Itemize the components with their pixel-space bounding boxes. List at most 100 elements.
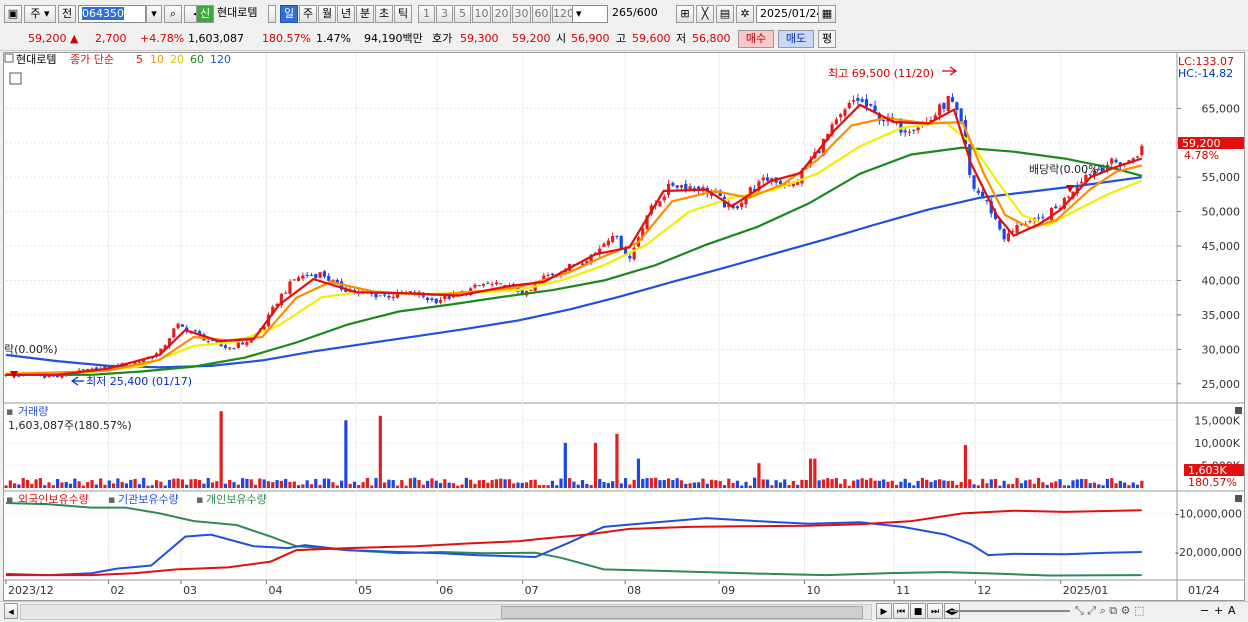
period-tab-3[interactable]: 년	[337, 5, 355, 23]
low-arrow-icon	[70, 376, 84, 386]
calendar-icon[interactable]: ▦	[818, 5, 836, 23]
candle-body	[1006, 233, 1011, 242]
candle-body	[959, 108, 963, 123]
candle-body	[985, 200, 989, 202]
volume-bar	[1105, 478, 1110, 488]
candle-body	[744, 195, 748, 205]
grid-settings-icon[interactable]: ⊞	[676, 5, 694, 23]
draw-tool-icon[interactable]: ╳	[696, 5, 714, 23]
horizontal-scrollbar[interactable]	[20, 604, 872, 620]
layout-icon[interactable]: ▣	[4, 5, 22, 23]
new-badge: 신	[196, 5, 214, 23]
stock-name: 현대로템	[214, 5, 276, 23]
candle-body	[808, 159, 813, 165]
month-label: 05	[358, 584, 372, 597]
candle-body	[1114, 159, 1118, 163]
volume-bar	[611, 481, 615, 488]
prev-button[interactable]: 전	[58, 5, 76, 23]
period-tab-1[interactable]: 주	[299, 5, 317, 23]
save-icon[interactable]: ▤	[716, 5, 734, 23]
volume-bar	[692, 482, 696, 488]
playback-button-3[interactable]: ⏭	[927, 603, 943, 619]
volume-bar	[912, 485, 916, 488]
zoom-button-1[interactable]: +	[1214, 604, 1224, 617]
count-tab-30[interactable]: 30	[512, 5, 531, 23]
period-tab-4[interactable]: 분	[356, 5, 374, 23]
legend-ma-type: 종가 단순	[70, 53, 114, 66]
count-tab-5[interactable]: 5	[454, 5, 471, 23]
candle-body	[206, 341, 210, 343]
scroll-thumb[interactable]	[501, 606, 863, 619]
candle-body	[843, 109, 847, 116]
count-tab-10[interactable]: 10	[472, 5, 491, 23]
candle-body	[292, 279, 296, 281]
volume-bar	[568, 478, 572, 488]
candle-body	[241, 342, 245, 345]
volume-bar	[176, 478, 180, 488]
search-icon[interactable]: ⌕	[164, 5, 182, 23]
volume-bar	[296, 485, 301, 488]
playback-button-0[interactable]: ▶	[876, 603, 892, 619]
volume-bar	[821, 479, 826, 488]
volume-bar	[94, 484, 98, 488]
code-input[interactable]: 064350	[78, 5, 146, 23]
volume-bar	[800, 479, 804, 488]
count-tab-60[interactable]: 60	[532, 5, 551, 23]
count-tab-120[interactable]: 120	[552, 5, 574, 23]
ma10-line	[5, 116, 1143, 376]
name-dropdown-icon[interactable]	[268, 5, 276, 23]
volume-bar	[1101, 485, 1105, 488]
month-label: 2025/01	[1063, 584, 1109, 597]
candle-body	[580, 263, 585, 266]
table-icon[interactable]	[9, 72, 22, 85]
date-input[interactable]: 2025/01/24	[756, 5, 826, 23]
candle-body	[1054, 206, 1058, 209]
display-count[interactable]: 265/600	[612, 5, 672, 23]
volume-bar	[585, 483, 589, 488]
period-tab-2[interactable]: 월	[318, 5, 336, 23]
playback-button-1[interactable]: ⏮	[893, 603, 909, 619]
chart-area[interactable]: 25,000 30,000 35,000 40,000 45,000 50,000 55,0…	[3, 52, 1245, 601]
candle-body	[623, 248, 628, 256]
volume-bar	[8, 480, 12, 488]
price-tick-label: 55,000	[1202, 171, 1241, 184]
count-tab-20[interactable]: 20	[492, 5, 511, 23]
tool-icons[interactable]: ⤡ ⤢ ⌕ ⧉ ⚙ ⬚	[1075, 604, 1145, 617]
volume-bar	[864, 479, 869, 488]
playback-button-2[interactable]: ■	[910, 603, 926, 619]
volume-bar	[185, 484, 189, 488]
period-select[interactable]: 주 ▾	[24, 5, 56, 23]
low-price: 56,800	[692, 32, 731, 45]
zoom-button-2[interactable]: A	[1228, 604, 1236, 617]
period-tab-0[interactable]: 일	[280, 5, 298, 23]
zoom-slider[interactable]	[950, 610, 1070, 612]
volume-bar	[421, 484, 425, 488]
sell-button[interactable]: 매도	[778, 30, 814, 48]
holdings-close-icon[interactable]	[1235, 495, 1242, 502]
buy-button[interactable]: 매수	[738, 30, 774, 48]
count-dropdown[interactable]: ▾	[572, 5, 608, 23]
candle-body	[933, 115, 937, 120]
volume-bar	[1080, 479, 1084, 488]
volume-bar	[877, 480, 881, 488]
period-tab-5[interactable]: 초	[375, 5, 393, 23]
scroll-left-button[interactable]: ◂	[4, 603, 18, 619]
volume-bar	[1032, 483, 1036, 488]
legend-box-icon[interactable]	[4, 53, 14, 63]
holdings-individual-label: 개인보유수량	[206, 493, 267, 506]
volume-legend: ▪ 거래량 1,603,087주(180.57%)	[6, 405, 132, 432]
zoom-button-0[interactable]: −	[1200, 604, 1210, 617]
gear-icon[interactable]: ✲	[736, 5, 754, 23]
volume-bar	[929, 481, 933, 488]
eval-button[interactable]: 평	[818, 30, 836, 48]
volume-bar	[1015, 477, 1019, 488]
count-tab-1[interactable]: 1	[418, 5, 435, 23]
month-label: 02	[110, 584, 124, 597]
chart-svg[interactable]: 25,000 30,000 35,000 40,000 45,000 50,000 55,0…	[4, 53, 1244, 600]
volume-close-icon[interactable]	[1235, 407, 1242, 414]
candle-body	[176, 323, 180, 329]
period-tab-6[interactable]: 틱	[394, 5, 412, 23]
chevron-down-icon[interactable]: ▾	[146, 5, 162, 23]
count-tab-3[interactable]: 3	[436, 5, 453, 23]
